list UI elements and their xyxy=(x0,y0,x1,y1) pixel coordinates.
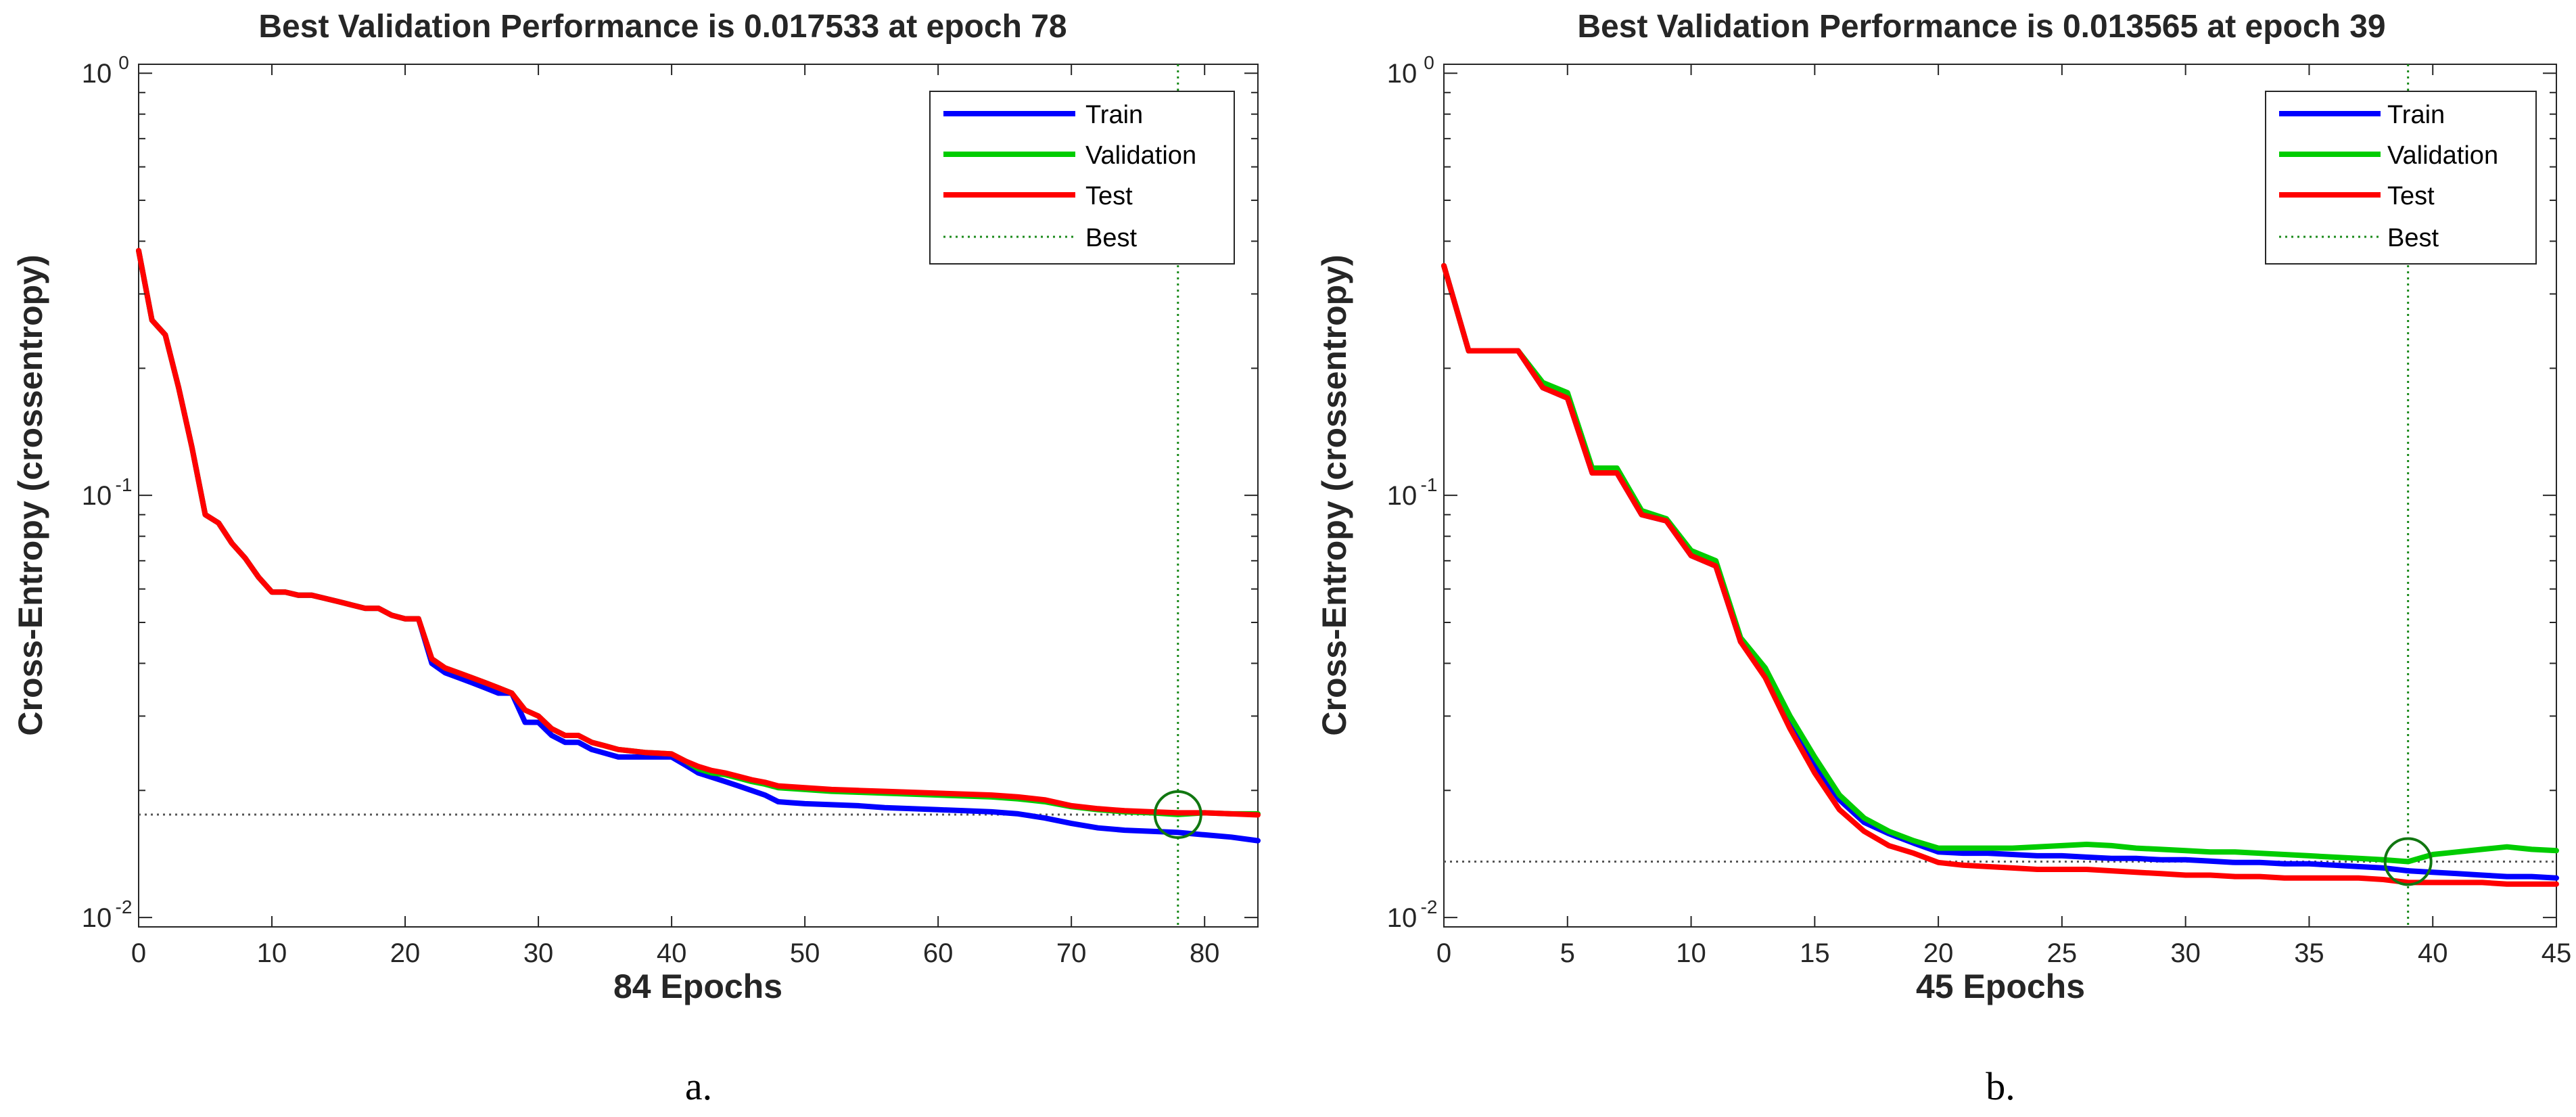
chart-b-ytick-label: 10 xyxy=(1387,481,1418,511)
chart-b-xtick-label: 0 xyxy=(1436,938,1451,968)
chart-a-ytick-label: 10 xyxy=(82,903,112,933)
chart-b-xtick-label: 30 xyxy=(2170,938,2201,968)
chart-a-legend-validation: Validation xyxy=(1085,141,1196,170)
chart-b-ylabel: Cross-Entropy (crossentropy) xyxy=(1315,254,1353,735)
chart-a-legend-box xyxy=(929,91,1235,265)
chart-b-xtick-label: 45 xyxy=(2542,938,2572,968)
chart-a-series xyxy=(136,64,1261,927)
chart-a: Best Validation Performance is 0.017533 … xyxy=(11,9,1261,1108)
chart-a-xtick-label: 10 xyxy=(257,938,287,968)
chart-b-xtick-label: 10 xyxy=(1676,938,1706,968)
chart-a-series-test xyxy=(136,248,1261,818)
chart-a-xtick-label: 40 xyxy=(657,938,687,968)
chart-a-ytick-exponent: -2 xyxy=(116,896,133,917)
chart-b-ytick-exponent: 0 xyxy=(1424,52,1434,73)
chart-b-xtick-label: 20 xyxy=(1923,938,1954,968)
chart-a-xlabel: 84 Epochs xyxy=(613,967,782,1005)
chart-b-xtick-label: 25 xyxy=(2047,938,2078,968)
chart-b-ytick-label: 10 xyxy=(1387,903,1418,933)
chart-a-ytick-exponent: -1 xyxy=(116,474,133,495)
chart-a-xtick-label: 70 xyxy=(1056,938,1087,968)
chart-b-ytick-exponent: -2 xyxy=(1421,896,1438,917)
chart-a-xtick-label: 20 xyxy=(390,938,421,968)
chart-b-title: Best Validation Performance is 0.013565 … xyxy=(1577,9,2385,45)
chart-a-xtick-label: 30 xyxy=(523,938,554,968)
chart-b-legend: Train Validation Test Best xyxy=(2265,91,2537,265)
chart-b-legend-validation: Validation xyxy=(2387,141,2498,170)
chart-b-xlabel: 45 Epochs xyxy=(1916,967,2085,1005)
chart-a-xtick-label: 80 xyxy=(1190,938,1220,968)
chart-b-xtick-label: 5 xyxy=(1560,938,1575,968)
chart-a-legend: Train Validation Test Best xyxy=(929,91,1235,265)
chart-b-legend-train: Train xyxy=(2387,101,2445,129)
chart-b-legend-test: Test xyxy=(2387,182,2435,210)
chart-b-xtick-label: 15 xyxy=(1800,938,1830,968)
chart-a-xtick-label: 60 xyxy=(923,938,954,968)
chart-a-ytick-label: 10 xyxy=(82,481,112,511)
chart-a-xtick-label: 50 xyxy=(790,938,820,968)
chart-a-ytick-exponent: 0 xyxy=(118,52,129,73)
chart-a-legend-train: Train xyxy=(1085,101,1143,129)
chart-a-best-marker xyxy=(1153,790,1202,839)
chart-b-legend-best: Best xyxy=(2387,224,2439,252)
chart-a-ylabel: Cross-Entropy (crossentropy) xyxy=(11,254,49,735)
chart-a-caption: a. xyxy=(685,1064,712,1108)
chart-b-ytick-exponent: -1 xyxy=(1421,474,1438,495)
chart-b-best-marker xyxy=(2383,837,2433,886)
chart-a-legend-best: Best xyxy=(1085,224,1137,252)
chart-a-legend-test: Test xyxy=(1085,182,1133,210)
chart-a-ytick-label: 10 xyxy=(82,59,112,89)
chart-b-xtick-label: 35 xyxy=(2294,938,2324,968)
chart-b-series-test xyxy=(1441,263,2559,887)
chart-b-legend-box xyxy=(2265,91,2537,265)
chart-b-xtick-label: 40 xyxy=(2418,938,2448,968)
chart-a-title: Best Validation Performance is 0.017533 … xyxy=(258,9,1067,45)
chart-b: Best Validation Performance is 0.013565 … xyxy=(1315,9,2571,1108)
chart-b-series xyxy=(1441,64,2559,927)
chart-a-xtick-label: 0 xyxy=(131,938,146,968)
chart-b-ytick-label: 10 xyxy=(1387,59,1418,89)
chart-b-caption: b. xyxy=(1986,1064,2015,1108)
